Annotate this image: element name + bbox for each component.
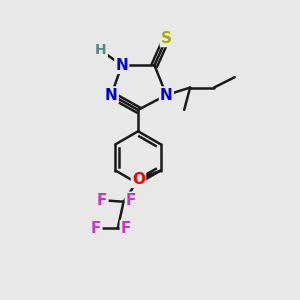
Text: S: S	[161, 31, 172, 46]
Text: N: N	[116, 58, 128, 73]
Text: F: F	[121, 221, 131, 236]
Text: F: F	[97, 193, 107, 208]
Text: N: N	[160, 88, 173, 103]
Text: H: H	[95, 44, 107, 57]
Text: N: N	[105, 88, 118, 103]
Text: O: O	[132, 172, 145, 187]
Text: F: F	[91, 221, 101, 236]
Text: F: F	[126, 193, 136, 208]
